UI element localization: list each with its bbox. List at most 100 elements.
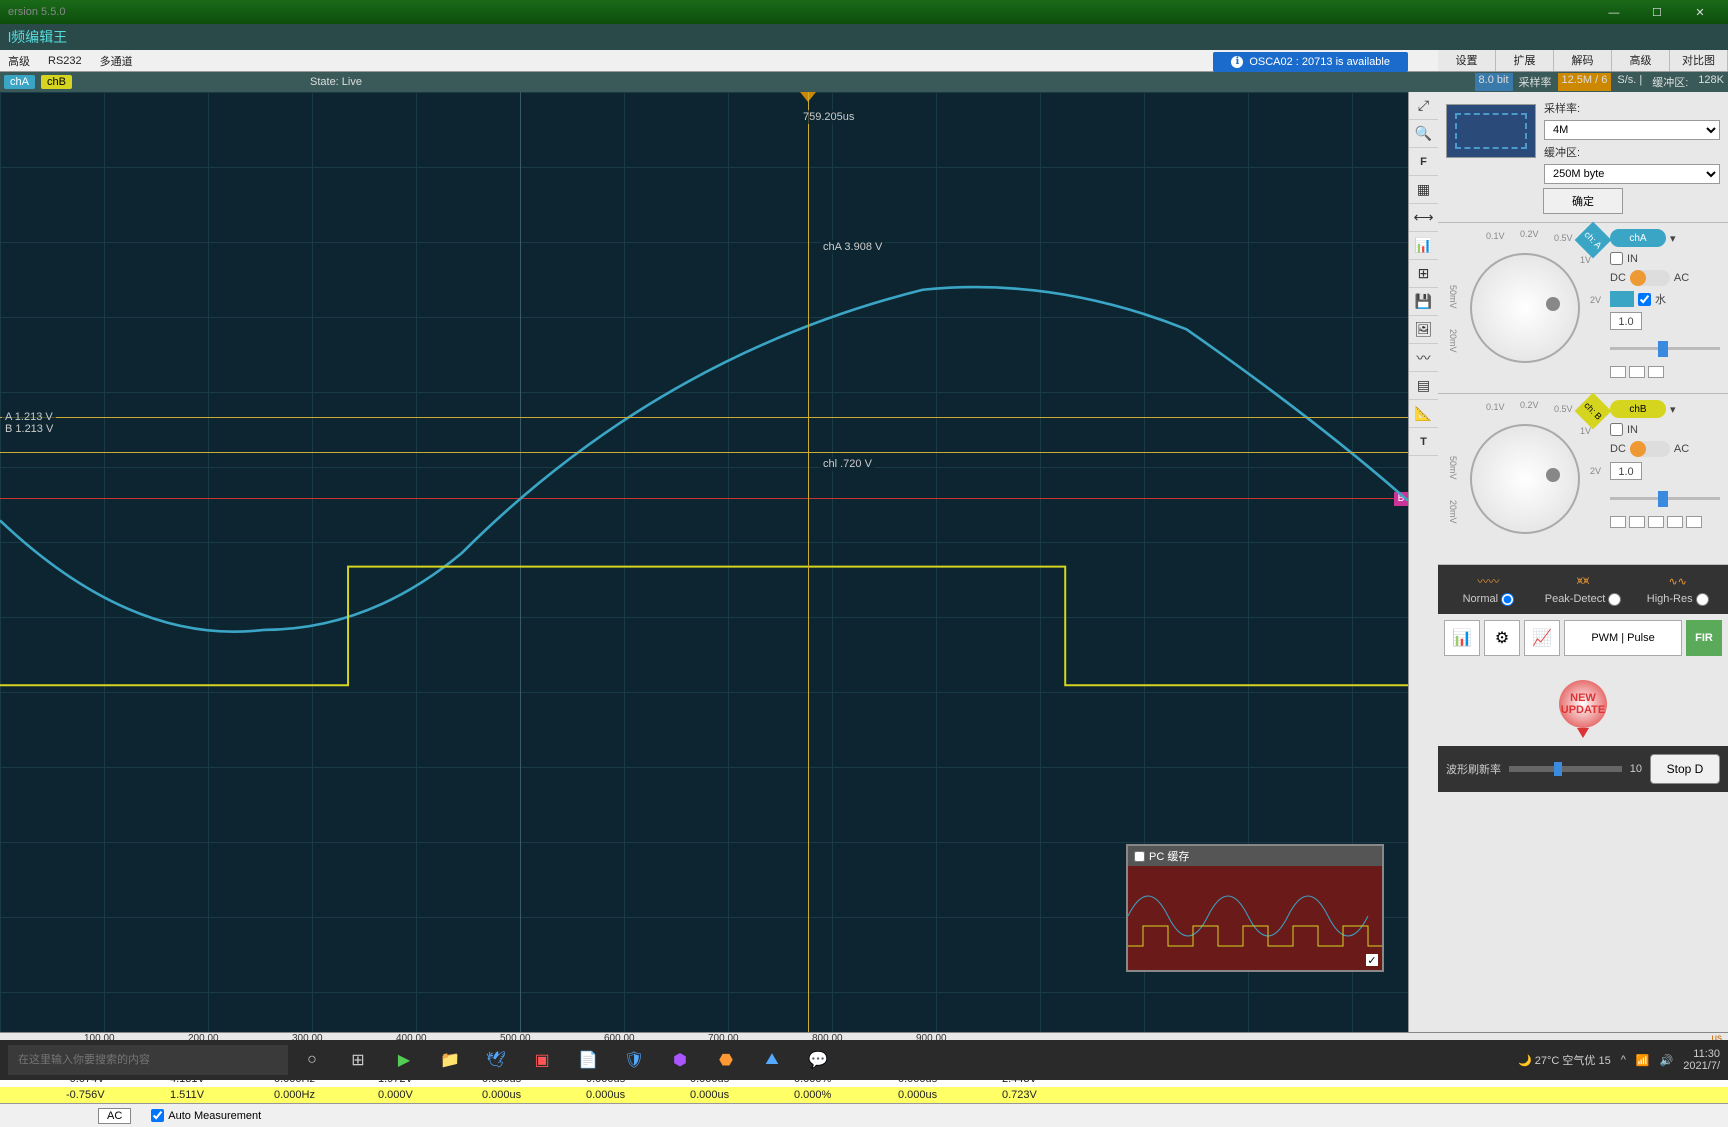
minimap-corner-check[interactable]: ✓ bbox=[1366, 954, 1378, 966]
sample-section: 采样率: 4M 缓冲区: 250M byte 确定 bbox=[1438, 92, 1728, 223]
mode-normal[interactable]: 〰〰Normal bbox=[1444, 573, 1533, 606]
cursor-vertical[interactable] bbox=[808, 92, 809, 1032]
gear-icon[interactable]: ⚙ bbox=[1484, 620, 1520, 656]
chb-in-check[interactable] bbox=[1610, 423, 1623, 436]
app2-icon[interactable]: ▣ bbox=[520, 1040, 564, 1080]
spectrum-icon[interactable]: 📊 bbox=[1409, 232, 1438, 260]
area-icon[interactable]: 📈 bbox=[1524, 620, 1560, 656]
tab-advanced[interactable]: 高级 bbox=[1612, 50, 1670, 71]
sample-rate-select[interactable]: 4M bbox=[1544, 120, 1720, 140]
chb-pill[interactable]: chB bbox=[1610, 400, 1666, 418]
bottom-tools: 📊 ⚙ 📈 PWM | Pulse FIR bbox=[1438, 614, 1728, 662]
cortana-icon[interactable]: ○ bbox=[290, 1040, 334, 1080]
measure-icon[interactable]: ⟷ bbox=[1409, 204, 1438, 232]
cursor-horizontal-2[interactable] bbox=[0, 452, 1408, 453]
cha-slider[interactable] bbox=[1610, 338, 1720, 358]
tray-chevron-icon[interactable]: ^ bbox=[1621, 1054, 1626, 1066]
chb-dcac-toggle[interactable] bbox=[1630, 441, 1670, 457]
app6-icon[interactable]: ⛰ bbox=[750, 1040, 794, 1080]
footer-controls: AC Auto Measurement bbox=[0, 1103, 1728, 1127]
bars-icon[interactable]: 📊 bbox=[1444, 620, 1480, 656]
ok-button[interactable]: 确定 bbox=[1543, 188, 1623, 214]
clock-time[interactable]: 11:30 bbox=[1683, 1048, 1720, 1060]
cha-dcac-toggle[interactable] bbox=[1630, 270, 1670, 286]
tab-settings[interactable]: 设置 bbox=[1438, 50, 1496, 71]
menu-rs232[interactable]: RS232 bbox=[48, 55, 82, 67]
save-icon[interactable]: 💾 bbox=[1409, 288, 1438, 316]
expand-icon[interactable]: ⤢ bbox=[1409, 92, 1438, 120]
table-icon[interactable]: ▤ bbox=[1409, 372, 1438, 400]
mode-highres[interactable]: ∿∿High-Res bbox=[1633, 573, 1722, 606]
ac-button[interactable]: AC bbox=[98, 1108, 131, 1124]
cha-dropdown-icon[interactable]: ▾ bbox=[1670, 232, 1676, 245]
wifi-icon[interactable]: 📶 bbox=[1636, 1054, 1650, 1067]
acquisition-modes: 〰〰Normal ⩙⩙Peak-Detect ∿∿High-Res bbox=[1438, 565, 1728, 614]
shield-icon[interactable]: 🛡 bbox=[612, 1040, 656, 1080]
cha-pill[interactable]: chA bbox=[1610, 229, 1666, 247]
wechat-icon[interactable]: 💬 bbox=[796, 1040, 840, 1080]
clock-date[interactable]: 2021/7/ bbox=[1683, 1060, 1720, 1072]
info-bar: chA chB State: Live 8.0 bit 采样率 12.5M / … bbox=[0, 72, 1728, 92]
stop-button[interactable]: Stop D bbox=[1650, 754, 1720, 784]
refresh-slider[interactable] bbox=[1509, 766, 1622, 772]
tab-decode[interactable]: 解码 bbox=[1554, 50, 1612, 71]
app1-icon[interactable]: 🕊 bbox=[474, 1040, 518, 1080]
f-icon[interactable]: F bbox=[1409, 148, 1438, 176]
ruler-icon[interactable]: 📐 bbox=[1409, 400, 1438, 428]
auto-measurement-check[interactable]: Auto Measurement bbox=[151, 1109, 261, 1122]
app5-icon[interactable]: ⬣ bbox=[704, 1040, 748, 1080]
buffer-select[interactable]: 250M byte bbox=[1544, 164, 1720, 184]
explorer-icon[interactable]: 📁 bbox=[428, 1040, 472, 1080]
media-icon[interactable]: ▶ bbox=[382, 1040, 426, 1080]
t-icon[interactable]: T bbox=[1409, 428, 1438, 456]
sample-rate-label: 采样率: bbox=[1544, 100, 1592, 116]
new-update-badge[interactable]: NEW UPDATE bbox=[1559, 680, 1607, 728]
sample-label: 采样率 bbox=[1515, 73, 1556, 91]
wave-icon[interactable]: 〰 bbox=[1409, 344, 1438, 372]
calc-icon[interactable]: ⊞ bbox=[1409, 260, 1438, 288]
badge-cha[interactable]: chA bbox=[4, 75, 35, 89]
grid-icon[interactable]: ▦ bbox=[1409, 176, 1438, 204]
chb-slider[interactable] bbox=[1610, 488, 1720, 508]
update-notice[interactable]: OSCA02 : 20713 is available bbox=[1213, 52, 1408, 72]
tab-compare[interactable]: 对比图 bbox=[1670, 50, 1728, 71]
infobar-right: 8.0 bit 采样率 12.5M / 6 S/s. | 缓冲区: 128K bbox=[1475, 73, 1728, 91]
minimize-icon[interactable]: — bbox=[1594, 7, 1634, 19]
minimap[interactable]: PC 缓存 ✓ bbox=[1126, 844, 1384, 972]
scope-display[interactable]: B 759.205us chA 3.908 V chl .720 V A 1.2… bbox=[0, 92, 1408, 1032]
window-controls: — ☐ ✕ bbox=[1594, 6, 1720, 19]
menu-multichannel[interactable]: 多通道 bbox=[100, 53, 133, 69]
title-bar: ersion 5.5.0 — ☐ ✕ bbox=[0, 0, 1728, 24]
cha-knob[interactable] bbox=[1470, 253, 1580, 363]
maximize-icon[interactable]: ☐ bbox=[1637, 6, 1677, 19]
chb-knob[interactable] bbox=[1470, 424, 1580, 534]
close-icon[interactable]: ✕ bbox=[1680, 6, 1720, 19]
cha-in-check[interactable] bbox=[1610, 252, 1623, 265]
app-subtitle: l频编辑王 bbox=[0, 24, 1728, 50]
menu-advanced[interactable]: 高级 bbox=[8, 53, 30, 69]
app4-icon[interactable]: ⬢ bbox=[658, 1040, 702, 1080]
cursor-cha-label: chA 3.908 V bbox=[820, 240, 885, 254]
taskview-icon[interactable]: ⊞ bbox=[336, 1040, 380, 1080]
weather[interactable]: 🌙 27°C 空气优 15 bbox=[1518, 1052, 1611, 1068]
app3-icon[interactable]: 📄 bbox=[566, 1040, 610, 1080]
chb-multiplier[interactable]: 1.0 bbox=[1610, 462, 1642, 480]
cursor-horizontal-1[interactable] bbox=[0, 417, 1408, 418]
mode-peak[interactable]: ⩙⩙Peak-Detect bbox=[1539, 573, 1628, 606]
cha-multiplier[interactable]: 1.0 bbox=[1610, 312, 1642, 330]
image-icon[interactable]: 🖼 bbox=[1409, 316, 1438, 344]
pwm-button[interactable]: PWM | Pulse bbox=[1564, 620, 1682, 656]
refresh-section: 波形刷新率 10 Stop D bbox=[1438, 746, 1728, 792]
tab-extend[interactable]: 扩展 bbox=[1496, 50, 1554, 71]
cha-wave-check[interactable] bbox=[1638, 293, 1651, 306]
badge-chb[interactable]: chB bbox=[41, 75, 72, 89]
zoom-icon[interactable]: 🔍 bbox=[1409, 120, 1438, 148]
volume-icon[interactable]: 🔊 bbox=[1660, 1054, 1674, 1067]
chb-dropdown-icon[interactable]: ▾ bbox=[1670, 403, 1676, 416]
minimap-wave bbox=[1128, 866, 1382, 972]
minimap-title: PC 缓存 bbox=[1149, 848, 1189, 864]
minimap-checkbox[interactable] bbox=[1134, 851, 1145, 862]
wave-shape-icon[interactable] bbox=[1610, 291, 1634, 307]
fir-button[interactable]: FIR bbox=[1686, 620, 1722, 656]
taskbar-search[interactable] bbox=[8, 1045, 288, 1075]
